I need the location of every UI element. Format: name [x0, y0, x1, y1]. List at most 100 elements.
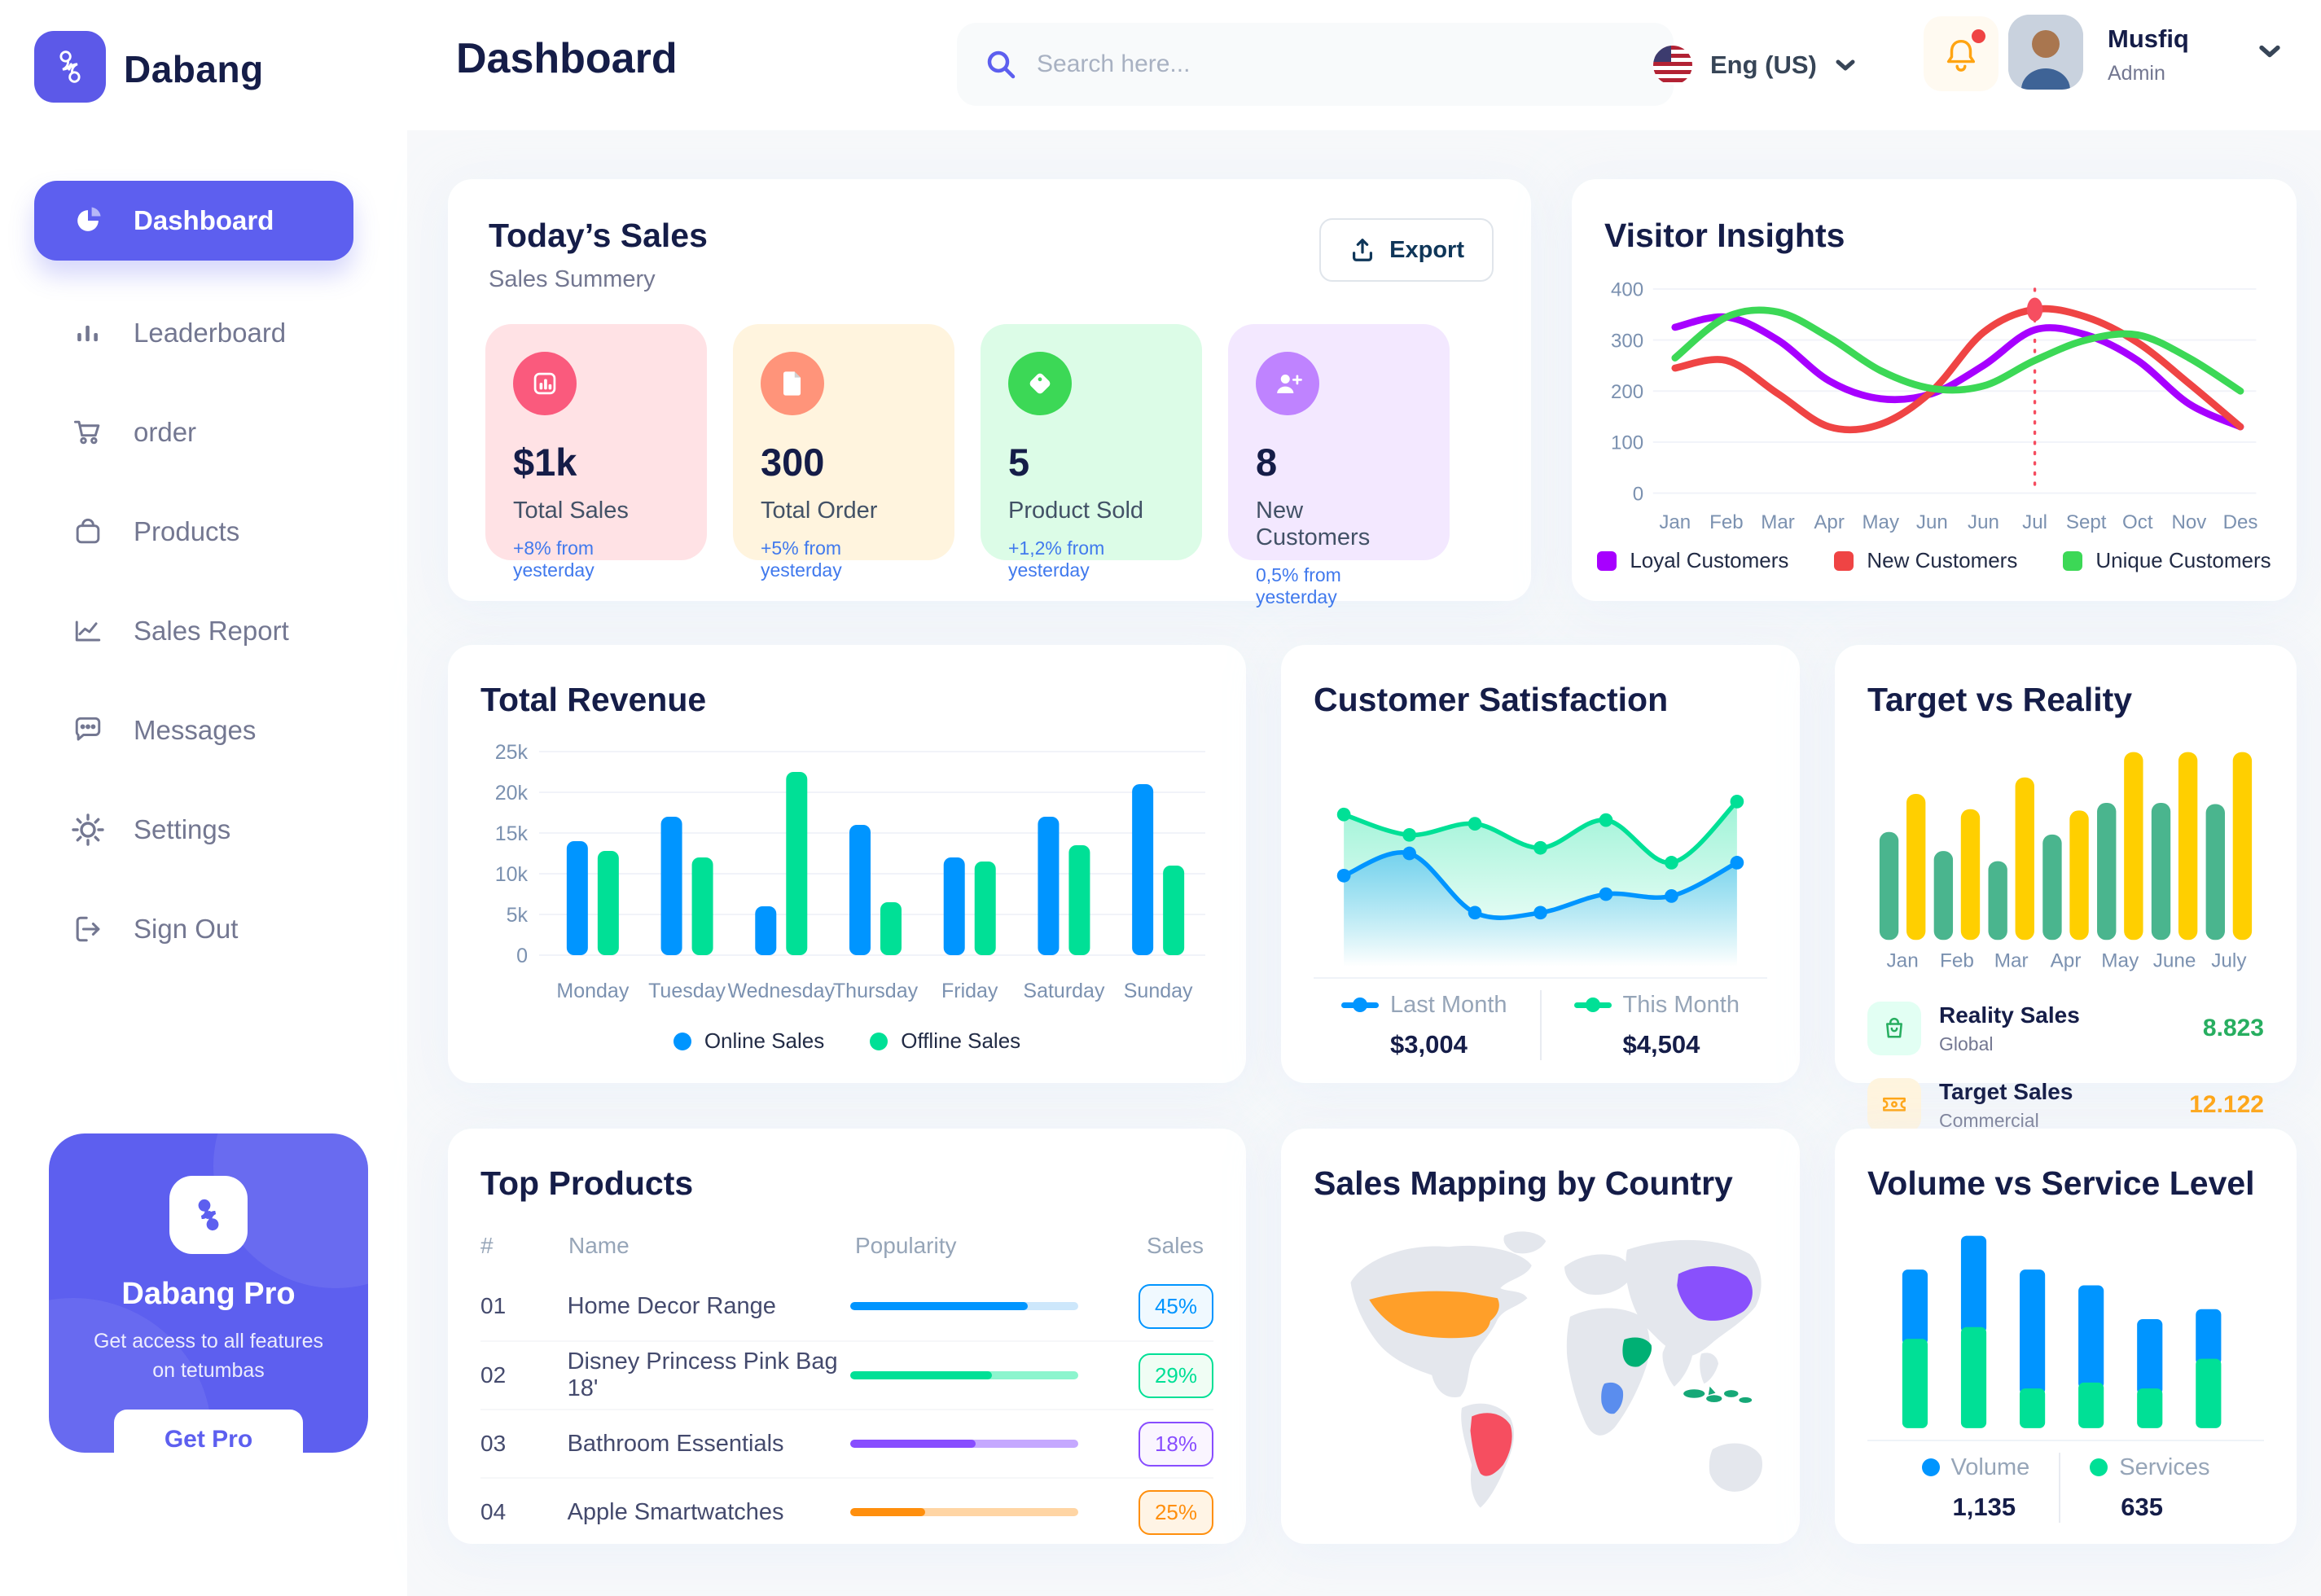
us-flag-icon: [1653, 46, 1692, 85]
popularity-bar: [849, 1302, 1091, 1310]
sidebar-item-sales-report[interactable]: Sales Report: [0, 581, 407, 681]
stat-delta: +5% from yesterday: [761, 537, 842, 581]
sidebar-menu: Dashboard Leaderboard order Products Sales R…: [0, 181, 407, 979]
target-vs-reality-chart: Jan Feb Mar Apr May June July: [1867, 739, 2264, 979]
stat-card-new-customers: 8 New Customers 0,5% from yesterday: [1228, 324, 1450, 607]
file-icon: [761, 352, 824, 415]
legend-item: New Customers: [1834, 548, 2017, 573]
volume-service-chart: [1867, 1219, 2264, 1451]
map-country-congo[interactable]: [1601, 1382, 1624, 1414]
sidebar-item-leaderboard[interactable]: Leaderboard: [0, 283, 407, 383]
svg-text:Tuesday: Tuesday: [648, 980, 726, 1002]
sales-badge: 18%: [1139, 1421, 1213, 1467]
stat-label: Total Sales: [513, 498, 629, 524]
legend-dot: [2090, 1458, 2108, 1476]
export-button[interactable]: Export: [1319, 218, 1494, 282]
continent-africa: [1566, 1308, 1650, 1436]
profile-chevron-icon[interactable]: [2256, 42, 2284, 60]
todays-sales-card: Today’s Sales Sales Summery Export $1k To…: [448, 179, 1531, 607]
map-country-indonesia[interactable]: [1683, 1386, 1753, 1403]
sidebar-item-label: Products: [134, 516, 240, 546]
brand-name: Dabang: [124, 48, 264, 90]
svg-text:10k: 10k: [495, 863, 529, 886]
svg-text:Apr: Apr: [1814, 511, 1845, 533]
stat-card-total-order: 300 Total Order +5% from yesterday: [733, 324, 954, 581]
sidebar-item-label: Leaderboard: [134, 318, 287, 348]
legend-swatch: [2063, 550, 2083, 571]
bag-icon: [68, 512, 107, 551]
product-rank: 04: [480, 1499, 507, 1524]
table-row: 01 Home Decor Range 45%: [480, 1272, 1213, 1340]
stat-value: 300: [761, 441, 825, 484]
pie-icon: [68, 201, 107, 240]
logo-icon: [59, 50, 81, 83]
column-header: Popularity: [855, 1233, 957, 1258]
svg-text:20k: 20k: [495, 782, 529, 805]
continent-australia: [1709, 1443, 1763, 1492]
search-input[interactable]: [1017, 23, 1674, 106]
stat-delta: +1,2% from yesterday: [1008, 537, 1105, 581]
divider: [1314, 977, 1767, 979]
svg-text:0: 0: [516, 945, 528, 967]
stat-value: 5: [1008, 441, 1030, 484]
sidebar-item-order[interactable]: order: [0, 383, 407, 482]
sidebar-item-dashboard[interactable]: Dashboard: [34, 181, 353, 261]
avatar[interactable]: [2008, 15, 2083, 90]
legend-value: 8.823: [2202, 1015, 2264, 1041]
target-vs-reality-title: Target vs Reality: [1867, 681, 2133, 718]
map-country-china[interactable]: [1677, 1266, 1753, 1321]
sidebar-item-messages[interactable]: Messages: [0, 681, 407, 780]
visitor-insights-title: Visitor Insights: [1604, 217, 1845, 254]
sidebar-item-sign-out[interactable]: Sign Out: [0, 879, 407, 979]
svg-text:Thursday: Thursday: [833, 980, 919, 1002]
pro-title: Dabang Pro: [121, 1277, 296, 1311]
legend-item: Unique Customers: [2063, 548, 2271, 573]
svg-text:June: June: [2153, 949, 2196, 971]
todays-sales-subtitle: Sales Summery: [489, 266, 656, 292]
stat-value: $1k: [513, 441, 577, 484]
svg-text:Sept: Sept: [2066, 511, 2107, 533]
continent-india: [1662, 1340, 1693, 1387]
export-icon: [1353, 239, 1373, 261]
svg-text:Des: Des: [2223, 511, 2258, 533]
column-header: Name: [568, 1233, 630, 1258]
svg-text:Jan: Jan: [1887, 949, 1919, 971]
table-row: 02 Disney Princess Pink Bag 18' 29%: [480, 1340, 1213, 1409]
sales-mapping-card: Sales Mapping by Country: [1281, 1129, 1800, 1544]
legend-item-reality: Reality Sales Global 8.823: [1867, 1002, 2264, 1055]
legend-item: This Month $4,504: [1573, 992, 1740, 1059]
get-pro-button[interactable]: Get Pro: [113, 1410, 304, 1453]
world-map: [1350, 1231, 1763, 1508]
svg-text:Nov: Nov: [2171, 511, 2206, 533]
stat-card-total-sales: $1k Total Sales +8% from yesterday: [485, 324, 707, 581]
svg-text:300: 300: [1611, 330, 1643, 352]
total-revenue-chart: 0 5k 10k 15k 20k 25k Monday Tuesday Wednesday Thu…: [480, 741, 1213, 1016]
map-country-saudi-arabia[interactable]: [1622, 1337, 1652, 1367]
language-selector[interactable]: Eng (US): [1653, 34, 1858, 96]
sidebar-item-settings[interactable]: Settings: [0, 780, 407, 879]
stat-cards-row: $1k Total Sales +8% from yesterday 300 Total…: [485, 324, 1450, 607]
product-rank: 02: [480, 1362, 507, 1388]
target-vs-reality-card: Target vs Reality Jan Feb Mar Apr May June Jul…: [1835, 645, 2297, 1132]
stat-label: Total Order: [761, 498, 878, 524]
map-country-usa[interactable]: [1369, 1291, 1499, 1339]
svg-text:200: 200: [1611, 381, 1643, 403]
svg-text:100: 100: [1611, 432, 1643, 454]
sales-badge: 29%: [1139, 1353, 1213, 1398]
sidebar: Dabang Dashboard Leaderboard order Products…: [0, 0, 407, 1596]
svg-text:5k: 5k: [507, 904, 529, 927]
customer-satisfaction-chart: [1314, 739, 1767, 987]
svg-text:July: July: [2211, 949, 2247, 971]
notifications-button[interactable]: [1924, 16, 1999, 91]
stats-icon: [513, 352, 577, 415]
message-icon: [68, 711, 107, 750]
svg-text:0: 0: [1633, 483, 1643, 505]
sidebar-item-products[interactable]: Products: [0, 482, 407, 581]
map-country-brazil[interactable]: [1470, 1413, 1512, 1476]
legend-divider: [2059, 1453, 2061, 1523]
product-rank: 03: [480, 1431, 507, 1456]
total-revenue-legend: Online Sales Offline Sales: [448, 1028, 1246, 1054]
product-name: Bathroom Essentials: [567, 1430, 784, 1457]
legend-value: 12.122: [2189, 1091, 2264, 1118]
volume-service-legend: Volume 1,135 Services 635: [1835, 1453, 2297, 1523]
